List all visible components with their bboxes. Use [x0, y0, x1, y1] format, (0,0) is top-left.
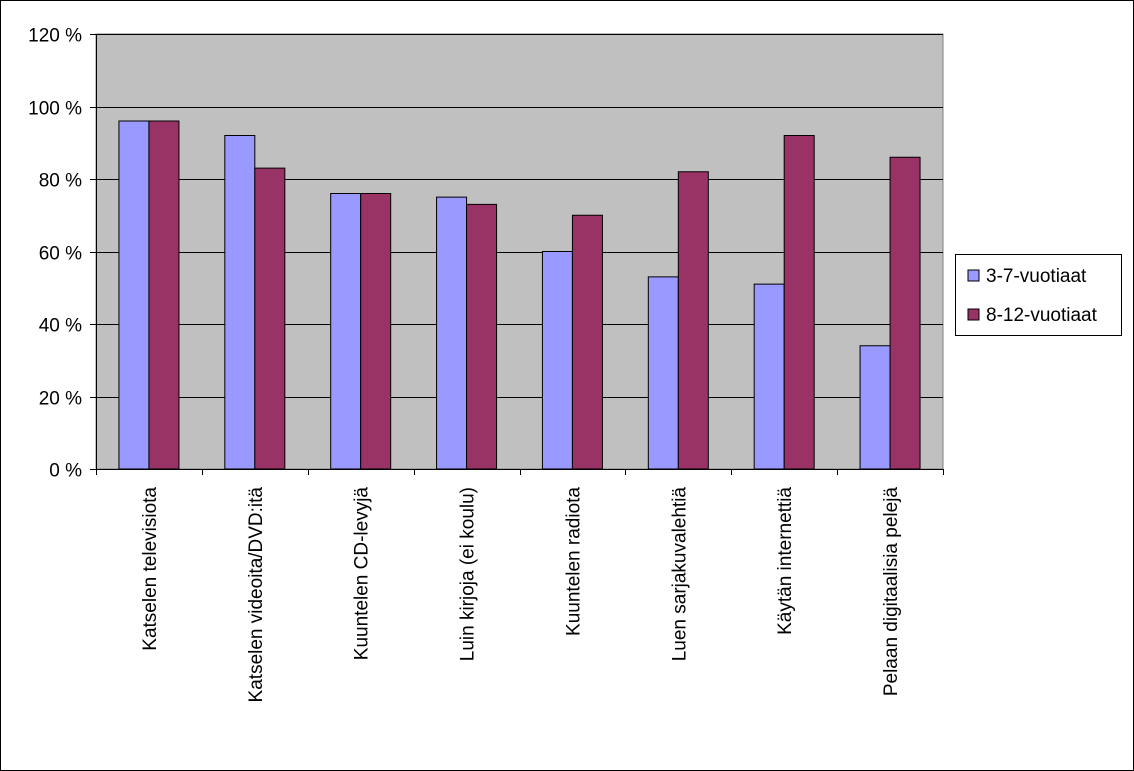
- y-tick-label: 20 %: [39, 389, 82, 410]
- bar-series: [118, 120, 921, 470]
- bar-8-12-vuotiaat-4: [466, 203, 498, 470]
- bar-3-7-vuotiaat-8: [859, 345, 891, 470]
- legend: 3-7-vuotiaat 8-12-vuotiaat: [955, 254, 1122, 336]
- bar-3-7-vuotiaat-1: [118, 120, 150, 470]
- legend-box: [955, 254, 1122, 336]
- bar-8-12-vuotiaat-6: [677, 171, 709, 470]
- plot-area: [95, 33, 944, 470]
- y-tick-label: 100 %: [28, 99, 82, 120]
- bar-3-7-vuotiaat-7: [753, 283, 785, 470]
- y-tick-label: 120 %: [28, 26, 82, 47]
- x-category-label: Kuuntelen radiota: [563, 487, 584, 636]
- bar-8-12-vuotiaat-3: [360, 193, 392, 470]
- x-category-label: Pelaan digitaalisia pelejä: [881, 487, 902, 697]
- y-tick-label: 60 %: [39, 244, 82, 265]
- bar-8-12-vuotiaat-7: [783, 135, 815, 470]
- bar-3-7-vuotiaat-4: [436, 196, 468, 470]
- bar-3-7-vuotiaat-2: [224, 135, 256, 470]
- legend-label: 3-7-vuotiaat: [986, 266, 1087, 287]
- x-category-label: Käytän internettiä: [775, 487, 796, 635]
- y-tick-label: 40 %: [39, 316, 82, 337]
- legend-label: 8-12-vuotiaat: [986, 305, 1098, 326]
- bar-8-12-vuotiaat-1: [148, 120, 180, 470]
- x-axis-category-labels: Katselen televisiota Katselen videoita/DV…: [140, 487, 902, 703]
- y-tick-label: 80 %: [39, 171, 82, 192]
- legend-swatch: [967, 269, 980, 282]
- legend-swatch: [967, 308, 980, 321]
- bar-3-7-vuotiaat-3: [330, 193, 362, 470]
- y-axis-tick-labels: 0 % 20 % 40 % 60 % 80 % 100 % 120 %: [28, 26, 82, 482]
- y-tick-label: 0 %: [49, 461, 82, 482]
- x-category-label: Katselen televisiota: [140, 487, 161, 651]
- bar-8-12-vuotiaat-5: [571, 214, 603, 470]
- bar-8-12-vuotiaat-2: [254, 167, 286, 470]
- x-category-label: Katselen videoita/DVD:itä: [246, 487, 267, 703]
- bar-8-12-vuotiaat-8: [889, 156, 921, 470]
- axes: [90, 34, 944, 475]
- x-category-label: Luen sarjakuvalehtiä: [669, 487, 690, 662]
- x-category-label: Kuuntelen CD-levyjä: [352, 487, 373, 661]
- bar-3-7-vuotiaat-6: [647, 276, 679, 470]
- x-category-label: Luin kirjoja (ei koulu): [458, 487, 479, 661]
- bar-3-7-vuotiaat-5: [541, 251, 573, 470]
